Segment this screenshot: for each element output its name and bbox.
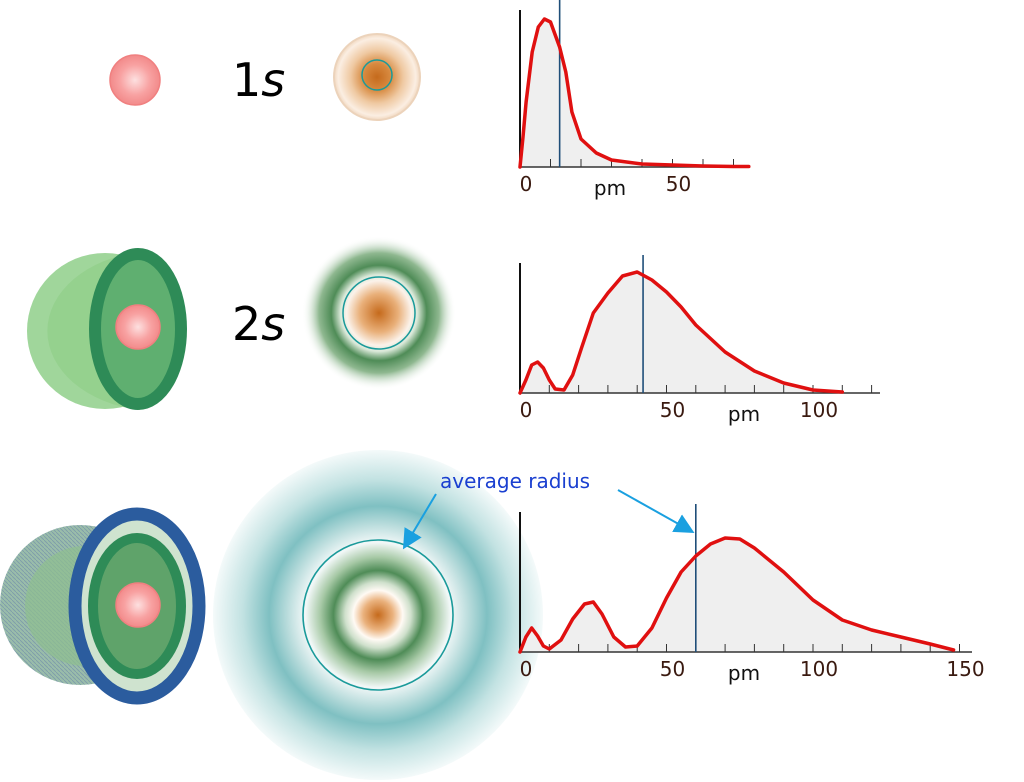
x-axis-unit: pm (594, 176, 626, 200)
area-fill (520, 19, 749, 167)
x-tick-label: 50 (660, 657, 685, 681)
x-tick-label: 50 (666, 172, 691, 196)
x-tick-label: 0 (520, 172, 533, 196)
x-axis-unit: pm (728, 661, 760, 685)
arrow-to-cloud (402, 493, 437, 550)
cloud-3s (213, 450, 543, 780)
average-radius-label: average radius (440, 469, 590, 493)
arrow-to-plot (617, 489, 695, 533)
orbital-label-2s: 2s (232, 297, 285, 351)
x-tick-label: 150 (946, 657, 984, 681)
area-fill (520, 272, 843, 393)
shell-model-2s (27, 248, 187, 410)
x-tick-label: 100 (800, 398, 838, 422)
average-radius-circle-3s (302, 539, 454, 691)
shell-model-3s (0, 507, 206, 705)
probability-curve (518, 536, 956, 654)
x-tick-label: 0 (520, 398, 533, 422)
radial-plot-1s: 0 50 pm (518, 0, 751, 200)
x-axis-unit: pm (728, 402, 760, 426)
nucleus-1s (109, 54, 161, 106)
x-tick-label: 0 (520, 657, 533, 681)
nucleus-3s (115, 582, 161, 628)
area-fill (520, 538, 954, 652)
radial-plot-2s: 0 50 100 pm (518, 255, 880, 426)
x-tick-label: 50 (660, 398, 685, 422)
average-radius-circle-1s (361, 59, 393, 91)
average-radius-circle-2s (342, 276, 416, 350)
radial-plot-3s: 0 50 100 150 pm (518, 504, 985, 685)
cloud-1s (333, 33, 421, 121)
x-tick-label: 100 (800, 657, 838, 681)
cloud-2s (302, 236, 456, 390)
orbital-label-1s: 1s (232, 53, 285, 107)
probability-curve (518, 270, 845, 395)
nucleus-2s (115, 304, 161, 350)
probability-curve (518, 17, 751, 169)
